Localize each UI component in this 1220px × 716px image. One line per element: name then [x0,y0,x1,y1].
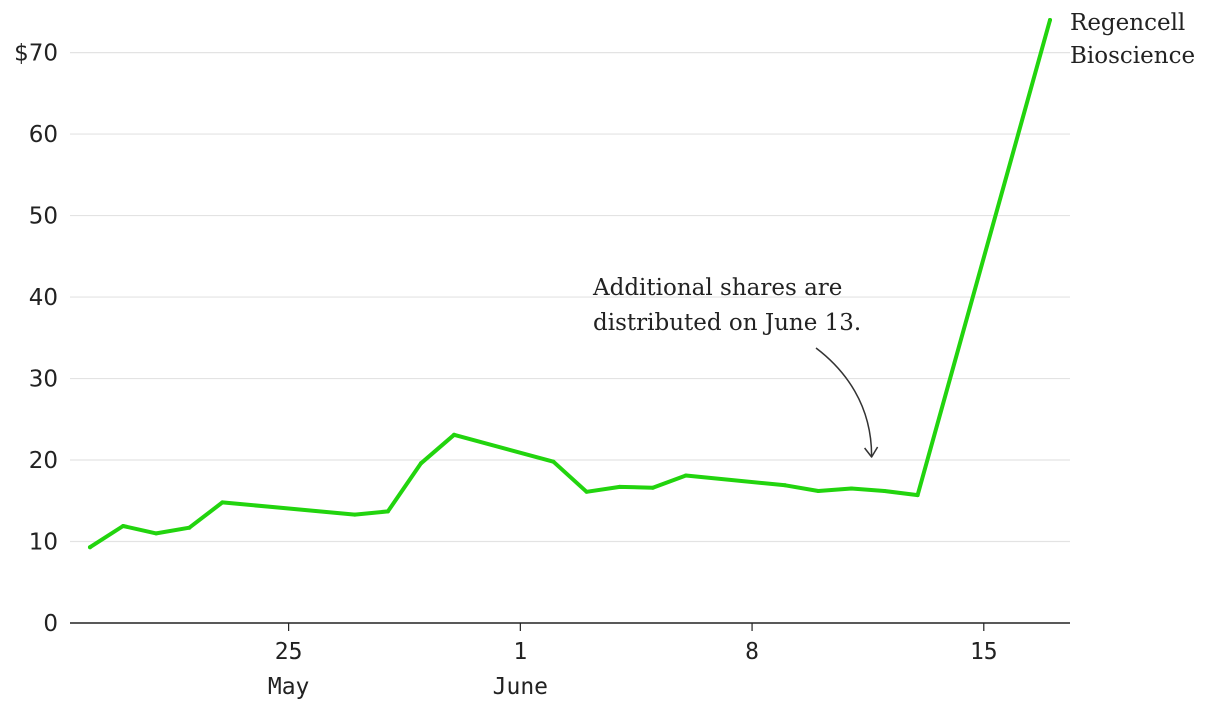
data-point [121,524,126,528]
annotation-arrow [815,347,873,458]
data-point [915,493,920,498]
x-tick-day-label: 1 [513,639,527,665]
data-point [187,525,192,530]
y-tick-label: 20 [29,448,58,474]
data-point [551,459,556,464]
data-point [584,489,589,494]
x-axis: 25 May 1 June 8 15 [268,623,998,700]
annotation-arrowhead [864,446,879,458]
series-layer [88,18,1052,550]
data-point [849,486,854,491]
annotation-layer: Additional shares are distributed on June… [592,275,879,458]
gridlines [70,51,1070,624]
data-point [154,531,159,536]
data-point [1048,18,1052,22]
data-point [88,545,92,550]
data-point [882,489,887,493]
x-tick-month-label: May [268,674,310,700]
data-point [220,500,225,505]
series-line [88,18,1052,550]
data-point [650,485,655,490]
data-point [385,509,390,514]
data-point [683,473,688,478]
x-tick-day-label: 25 [275,639,303,665]
y-tick-label: 0 [43,611,58,637]
series-name-label: Regencell Bioscience [1070,10,1195,69]
x-tick-month-label: June [493,674,548,700]
data-point [617,484,622,489]
x-tick-day-label: 15 [970,639,998,665]
y-tick-label: 40 [29,285,58,311]
series-labels: Regencell Bioscience [1070,10,1195,69]
annotation-text: Additional shares are distributed on June… [592,275,861,336]
y-tick-label: 50 [29,204,58,230]
y-tick-label: 10 [29,530,58,556]
y-tick-label: 60 [29,122,58,148]
y-tick-label: 30 [29,367,58,393]
data-point [352,512,357,517]
data-point [452,432,457,437]
y-axis: $70 60 50 40 30 20 10 0 [14,41,58,637]
y-tick-label: $70 [14,41,58,67]
data-point [816,489,821,493]
data-point [783,483,788,488]
data-point [419,461,423,466]
x-tick-day-label: 8 [745,639,759,665]
